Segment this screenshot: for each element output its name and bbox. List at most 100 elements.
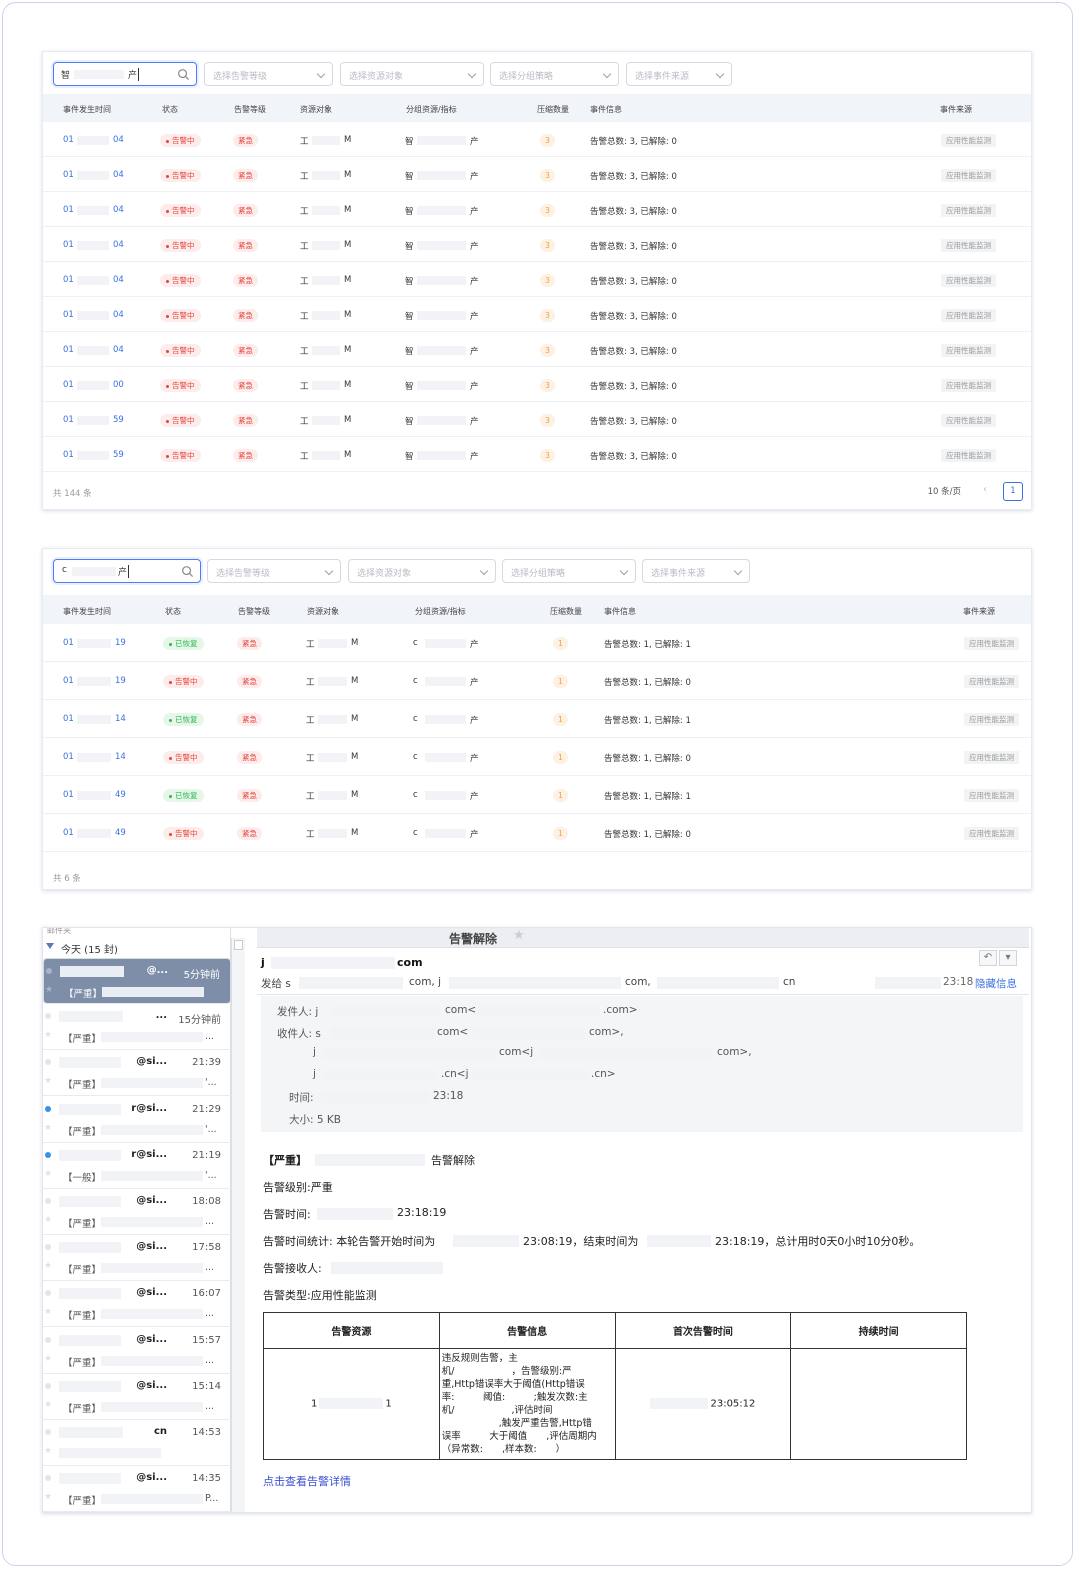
- event-time-start[interactable]: 01: [63, 828, 74, 838]
- page-1-button[interactable]: 1: [1003, 482, 1023, 501]
- table-row[interactable]: 01 04 告警中 紧急 工 M 智 产 3 告警总数: 3, 已解除: 0 应用性能监测: [43, 157, 1031, 192]
- event-time-end[interactable]: 04: [113, 345, 124, 355]
- event-time-end[interactable]: 04: [113, 310, 124, 320]
- unread-dot-icon: [45, 1105, 51, 1112]
- level-select[interactable]: 选择告警等级: [204, 62, 333, 86]
- star-icon[interactable]: ★: [44, 1122, 53, 1133]
- prev-page-icon[interactable]: ‹: [983, 484, 987, 495]
- table-row[interactable]: 01 00 告警中 紧急 工 M 智 产 3 告警总数: 3, 已解除: 0 应用性能监测: [43, 367, 1031, 402]
- search-input[interactable]: 智 产: [53, 62, 197, 86]
- star-icon[interactable]: ★: [513, 928, 525, 943]
- star-icon[interactable]: ★: [44, 1215, 53, 1225]
- event-time-start[interactable]: 01: [63, 170, 74, 180]
- page-size-select[interactable]: 10 条/页: [927, 487, 961, 497]
- event-time-end[interactable]: 14: [115, 752, 126, 762]
- mail-list-item[interactable]: ★ @si... 21:39 【严重】 '...: [43, 1050, 231, 1097]
- star-icon[interactable]: ★: [45, 985, 54, 995]
- collapse-arrow-icon[interactable]: [46, 943, 54, 949]
- event-time-start[interactable]: 01: [63, 345, 74, 355]
- star-icon[interactable]: ★: [44, 1307, 53, 1318]
- star-icon[interactable]: ★: [44, 1261, 53, 1272]
- event-time-end[interactable]: 04: [113, 170, 124, 180]
- star-icon[interactable]: ★: [44, 1399, 53, 1410]
- mail-group-today[interactable]: 今天 (15 封): [43, 938, 231, 956]
- mail-list-scrollbar[interactable]: [231, 938, 245, 1512]
- group-strategy-select[interactable]: 选择分组策略: [502, 559, 636, 583]
- event-time-start[interactable]: 01: [63, 638, 74, 648]
- event-time-start[interactable]: 01: [63, 380, 74, 390]
- star-icon[interactable]: ★: [44, 1030, 53, 1041]
- table-row[interactable]: 01 04 告警中 紧急 工 M 智 产 3 告警总数: 3, 已解除: 0 应用性能监测: [43, 192, 1031, 227]
- mail-list-item[interactable]: ★ @si... 16:07 【严重】...: [43, 1281, 231, 1328]
- event-time-end[interactable]: 19: [115, 638, 126, 648]
- mail-list-item[interactable]: ★ @si... 17:58 【严重】...: [43, 1235, 231, 1282]
- star-icon[interactable]: ★: [44, 1076, 53, 1087]
- star-icon[interactable]: ★: [44, 1353, 53, 1364]
- event-source-select[interactable]: 选择事件来源: [642, 559, 750, 583]
- event-time-start[interactable]: 01: [63, 415, 74, 425]
- event-time-end[interactable]: 49: [115, 790, 126, 800]
- search-icon[interactable]: [181, 565, 194, 578]
- status-badge: 告警中: [163, 675, 204, 688]
- mail-list-item[interactable]: ★ @si... 15:14 【严重】...: [43, 1374, 231, 1420]
- event-time-end[interactable]: 04: [113, 205, 124, 215]
- event-time-start[interactable]: 01: [63, 714, 74, 724]
- star-icon[interactable]: ★: [44, 1168, 53, 1179]
- group-start: 智: [405, 172, 414, 182]
- event-time-start[interactable]: 01: [63, 752, 74, 762]
- event-time-start[interactable]: 01: [63, 275, 74, 285]
- mail-list-item[interactable]: ★ r@si... 21:29 【严重】 '...: [43, 1097, 231, 1143]
- event-time-start[interactable]: 01: [63, 135, 74, 145]
- view-alert-details-link[interactable]: 点击查看告警详情: [263, 1475, 351, 1488]
- more-dropdown-icon[interactable]: ▾: [999, 950, 1017, 966]
- search-input[interactable]: c 产: [53, 559, 201, 583]
- event-time-end[interactable]: 14: [115, 714, 126, 724]
- event-time-start[interactable]: 01: [63, 450, 74, 460]
- resource-select[interactable]: 选择资源对象: [348, 559, 496, 583]
- event-source-select[interactable]: 选择事件来源: [626, 62, 732, 86]
- mail-list-item[interactable]: ★ @... 5分钟前 【严重】: [43, 958, 231, 1004]
- table-row[interactable]: 01 59 告警中 紧急 工 M 智 产 3 告警总数: 3, 已解除: 0 应用性能监测: [43, 437, 1031, 472]
- event-time-end[interactable]: 59: [113, 415, 124, 425]
- event-time-end[interactable]: 04: [113, 240, 124, 250]
- mail-list-item[interactable]: ★... 15分钟前 【严重】...: [43, 1004, 231, 1051]
- level-select[interactable]: 选择告警等级: [207, 559, 341, 583]
- mail-list-item[interactable]: ★ @si... 18:08 【严重】...: [43, 1189, 231, 1235]
- resource-select[interactable]: 选择资源对象: [340, 62, 484, 86]
- search-icon[interactable]: [177, 68, 190, 81]
- event-time-start[interactable]: 01: [63, 790, 74, 800]
- event-time-end[interactable]: 49: [115, 828, 126, 838]
- reply-icon[interactable]: ↶: [979, 950, 997, 966]
- star-icon[interactable]: ★: [44, 1446, 53, 1456]
- event-time-end[interactable]: 04: [113, 135, 124, 145]
- table-row[interactable]: 01 04 告警中 紧急 工 M 智 产 3 告警总数: 3, 已解除: 0 应用性能监测: [43, 227, 1031, 262]
- mail-list-item[interactable]: ★ @si... 15:57 【严重】...: [43, 1328, 231, 1374]
- mail-sender: @...: [146, 965, 168, 976]
- group-start: 智: [405, 382, 414, 392]
- group-strategy-select[interactable]: 选择分组策略: [490, 62, 619, 86]
- table-row[interactable]: 01 59 告警中 紧急 工 M 智 产 3 告警总数: 3, 已解除: 0 应用性能监测: [43, 402, 1031, 437]
- event-time-start[interactable]: 01: [63, 205, 74, 215]
- hide-info-link[interactable]: 隐藏信息: [975, 978, 1017, 990]
- table-row[interactable]: 01 04 告警中 紧急 工 M 智 产 3 告警总数: 3, 已解除: 0 应用性能监测: [43, 262, 1031, 297]
- mail-list-item[interactable]: ★ @si... 14:35 【严重】 P...: [43, 1466, 231, 1512]
- event-time-end[interactable]: 00: [113, 380, 124, 390]
- star-icon[interactable]: ★: [44, 1492, 53, 1503]
- table-row[interactable]: 01 04 告警中 紧急 工 M 智 产 3 告警总数: 3, 已解除: 0 应用性能监测: [43, 332, 1031, 367]
- mail-list-item[interactable]: ★ r@si... 21:19 【一般】 '...: [43, 1143, 231, 1189]
- table-row[interactable]: 01 04 告警中 紧急 工 M 智 产 3 告警总数: 3, 已解除: 0 应用性能监测: [43, 122, 1031, 157]
- event-time-start[interactable]: 01: [63, 240, 74, 250]
- event-time-start[interactable]: 01: [63, 310, 74, 320]
- event-time-end[interactable]: 04: [113, 275, 124, 285]
- event-time-end[interactable]: 59: [113, 450, 124, 460]
- event-time-start[interactable]: 01: [63, 676, 74, 686]
- event-time-end[interactable]: 19: [115, 676, 126, 686]
- table-row[interactable]: 01 04 告警中 紧急 工 M 智 产 3 告警总数: 3, 已解除: 0 应用性能监测: [43, 297, 1031, 332]
- mail-list-item[interactable]: ★ cn 14:53: [43, 1420, 231, 1466]
